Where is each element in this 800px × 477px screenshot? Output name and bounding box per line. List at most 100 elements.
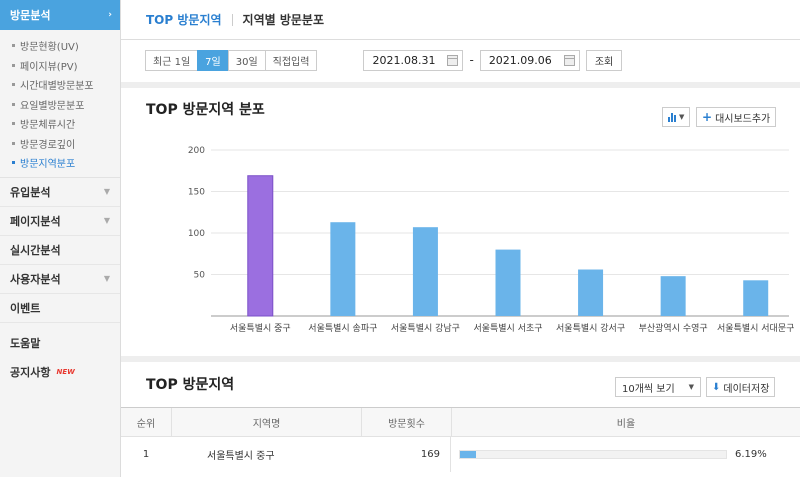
sidebar-subitem[interactable]: 방문경로깊이 <box>0 134 120 154</box>
sidebar: 방문분석 › 방문현황(UV) 페이지뷰(PV) 시간대별방문분포 요일별방문분… <box>0 0 121 477</box>
plus-icon: + <box>702 110 713 124</box>
cell-rank: 1 <box>142 449 150 460</box>
y-tick-label: 50 <box>194 271 206 281</box>
sidebar-subitem-label: 방문현황(UV) <box>20 42 79 54</box>
new-badge: NEW <box>56 368 75 376</box>
sidebar-subitem-label: 방문경로깊이 <box>20 139 76 151</box>
table-header-row: 순위 지역명 방문횟수 비율 <box>121 408 800 437</box>
column-header-region: 지역명 <box>171 408 361 436</box>
table-row: 1 서울특별시 중구 169 6.19% <box>121 437 800 472</box>
sidebar-subitem[interactable]: 방문현황(UV) <box>0 36 120 56</box>
sidebar-subitem-label: 요일별방문분포 <box>20 100 85 112</box>
x-tick-label: 부산광역시 수영구 <box>639 322 708 334</box>
bullet-icon <box>12 122 15 126</box>
ratio-bar <box>459 450 727 459</box>
sidebar-item-label: 도움말 <box>10 337 41 350</box>
query-button[interactable]: 조회 <box>585 49 623 71</box>
bullet-icon <box>12 63 15 67</box>
add-dashboard-button[interactable]: + 대시보드추가 <box>696 107 777 127</box>
range-7day-button[interactable]: 7일 <box>197 49 229 71</box>
range-30day-button[interactable]: 30일 <box>227 49 266 71</box>
bullet-icon <box>12 83 15 87</box>
chart-svg: 50 100 150 200 서울특별시 중구 서울특별시 송파구 서울특별시 강남구 서울특… <box>188 146 795 334</box>
sidebar-subitem[interactable]: 시간대별방문분포 <box>0 75 120 95</box>
bar <box>578 269 604 316</box>
sidebar-item-label: 사용자분석 <box>10 272 61 286</box>
chevron-down-icon: ▼ <box>679 113 685 121</box>
sidebar-subitem[interactable]: 요일별방문분포 <box>0 95 120 115</box>
start-date-field[interactable]: 2021.08.31 <box>363 49 464 71</box>
bullet-icon <box>12 161 15 165</box>
bullet-icon <box>12 102 15 106</box>
bar-chart: 50 100 150 200 서울특별시 중구 서울특별시 송파구 서울특별시 강남구 서울특… <box>121 140 800 340</box>
download-icon: ⬇ <box>712 381 721 393</box>
cell-count: 169 <box>361 437 451 472</box>
range-selector: 최근 1일 7일 30일 직접입력 <box>145 49 318 71</box>
bar <box>247 175 274 317</box>
download-label: 데이터저장 <box>723 383 770 395</box>
ratio-percent: 6.19% <box>735 449 767 460</box>
sidebar-item-label: 페이지분석 <box>10 214 61 228</box>
sidebar-submenu: 방문현황(UV) 페이지뷰(PV) 시간대별방문분포 요일별방문분포 방문체류시… <box>0 30 120 178</box>
bar <box>495 249 521 316</box>
end-date-field[interactable]: 2021.09.06 <box>479 49 580 71</box>
calendar-icon[interactable] <box>563 54 575 66</box>
y-tick-label: 100 <box>188 229 205 239</box>
sidebar-subitem-label: 방문체류시간 <box>20 120 76 132</box>
tab-region-distribution[interactable]: 지역별 방문분포 <box>242 13 324 27</box>
sidebar-subitem-active[interactable]: 방문지역분포 <box>0 153 120 173</box>
x-tick-label: 서울특별시 서대문구 <box>717 323 794 334</box>
start-date-value: 2021.08.31 <box>372 53 436 67</box>
sidebar-item-page[interactable]: 페이지분석 ▼ <box>0 207 120 236</box>
section-divider <box>121 356 800 362</box>
top-tabs: TOP 방문지역 지역별 방문분포 <box>121 0 800 40</box>
sidebar-subitem-label: 페이지뷰(PV) <box>20 61 78 73</box>
bar <box>412 227 438 316</box>
table-title: TOP 방문지역 <box>146 377 235 393</box>
sidebar-section-visit-analysis[interactable]: 방문분석 › <box>0 0 120 30</box>
cell-ratio: 6.19% <box>451 449 800 460</box>
range-1day-button[interactable]: 최근 1일 <box>145 49 199 71</box>
tab-top-regions[interactable]: TOP 방문지역 <box>146 13 222 27</box>
sidebar-item-label: 이벤트 <box>10 301 41 315</box>
add-dashboard-label: 대시보드추가 <box>715 113 771 125</box>
bullet-icon <box>12 141 15 145</box>
sidebar-subitem-label: 방문지역분포 <box>20 159 76 171</box>
sidebar-item-inflow[interactable]: 유입분석 ▼ <box>0 178 120 207</box>
chart-type-button[interactable]: ▼ <box>662 107 691 127</box>
section-divider <box>121 82 800 88</box>
sidebar-item-event[interactable]: 이벤트 <box>0 294 120 323</box>
tab-divider <box>231 13 233 26</box>
sidebar-subitem-label: 시간대별방문분포 <box>20 81 94 93</box>
sidebar-section-label: 방문분석 <box>10 9 51 22</box>
page-size-select[interactable]: 10개씩 보기 ▼ <box>615 377 701 397</box>
sidebar-item-label: 유입분석 <box>10 185 51 199</box>
x-tick-label: 서울특별시 송파구 <box>308 323 377 334</box>
sidebar-item-notice[interactable]: 공지사항 NEW <box>0 358 120 387</box>
sidebar-item-label: 공지사항 <box>10 366 51 379</box>
bar <box>330 222 356 316</box>
sidebar-item-help[interactable]: 도움말 <box>0 329 120 358</box>
column-header-count: 방문횟수 <box>361 408 451 436</box>
sidebar-subitem[interactable]: 방문체류시간 <box>0 114 120 134</box>
y-tick-label: 150 <box>188 188 205 198</box>
chart-title: TOP 방문지역 분포 <box>146 102 265 118</box>
calendar-icon[interactable] <box>447 54 459 66</box>
chevron-down-icon: ▼ <box>103 274 110 283</box>
sidebar-item-user[interactable]: 사용자분석 ▼ <box>0 265 120 294</box>
sidebar-subitem[interactable]: 페이지뷰(PV) <box>0 56 120 76</box>
page-size-value: 10개씩 보기 <box>622 383 675 395</box>
column-header-rank: 순위 <box>136 418 156 430</box>
sidebar-item-realtime[interactable]: 실시간분석 <box>0 236 120 265</box>
sidebar-item-label: 실시간분석 <box>10 243 61 257</box>
download-data-button[interactable]: ⬇ 데이터저장 <box>706 377 776 397</box>
regions-table: 순위 지역명 방문횟수 비율 1 서울특별시 중구 169 6.19% <box>121 407 800 472</box>
y-tick-label: 200 <box>188 146 205 156</box>
bar <box>660 276 686 316</box>
range-custom-button[interactable]: 직접입력 <box>264 49 318 71</box>
x-tick-label: 서울특별시 강서구 <box>556 323 625 334</box>
ratio-bar-fill <box>460 451 477 458</box>
end-date-value: 2021.09.06 <box>488 53 552 67</box>
bar-chart-icon <box>668 112 676 122</box>
